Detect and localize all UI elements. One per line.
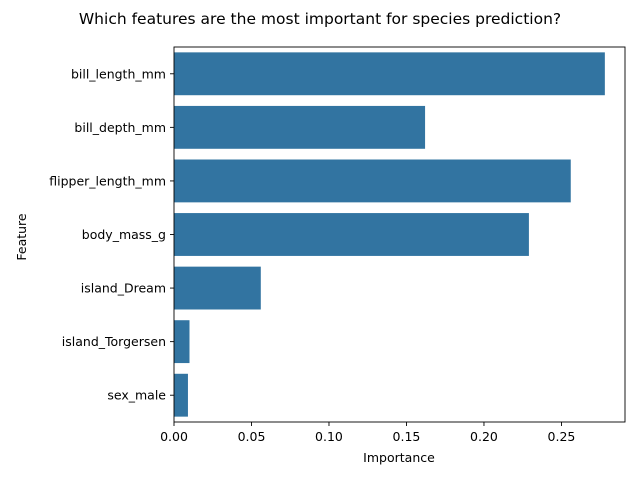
y-axis-label: Feature [14, 213, 29, 261]
x-tick-label: 0.05 [238, 429, 266, 444]
y-tick-label-bill_depth_mm: bill_depth_mm [74, 120, 166, 135]
y-tick-label-island_Torgersen: island_Torgersen [62, 334, 166, 349]
axes-frame [173, 46, 626, 423]
x-tick-label: 0.10 [315, 429, 343, 444]
x-tick-label: 0.25 [548, 429, 576, 444]
bar-island_Dream [174, 266, 261, 310]
x-tick-label: 0.20 [470, 429, 498, 444]
x-tick-label: 0.15 [393, 429, 421, 444]
y-axis-ticks: bill_length_mm bill_depth_mm flipper_lengt… [49, 66, 174, 403]
y-tick-label-island_Dream: island_Dream [81, 281, 166, 296]
y-tick-label-bill_length_mm: bill_length_mm [71, 66, 166, 81]
bars-layer [174, 52, 605, 417]
y-tick-label-sex_male: sex_male [107, 388, 166, 403]
bar-body_mass_g [174, 213, 529, 256]
x-axis-label: Importance [363, 450, 435, 465]
y-tick-label-flipper_length_mm: flipper_length_mm [49, 173, 166, 188]
bar-sex_male [174, 373, 188, 417]
x-tick-label: 0.00 [160, 429, 188, 444]
bar-island_Torgersen [174, 320, 190, 364]
bar-bill_length_mm [174, 52, 605, 96]
x-axis-ticks: 0.00 0.05 0.10 0.15 0.20 0.25 [160, 422, 575, 444]
y-tick-label-body_mass_g: body_mass_g [82, 227, 166, 242]
plot-frame [173, 46, 626, 423]
bar-bill_depth_mm [174, 105, 426, 149]
bar-flipper_length_mm [174, 159, 571, 203]
chart-title: Which features are the most important fo… [79, 10, 561, 28]
